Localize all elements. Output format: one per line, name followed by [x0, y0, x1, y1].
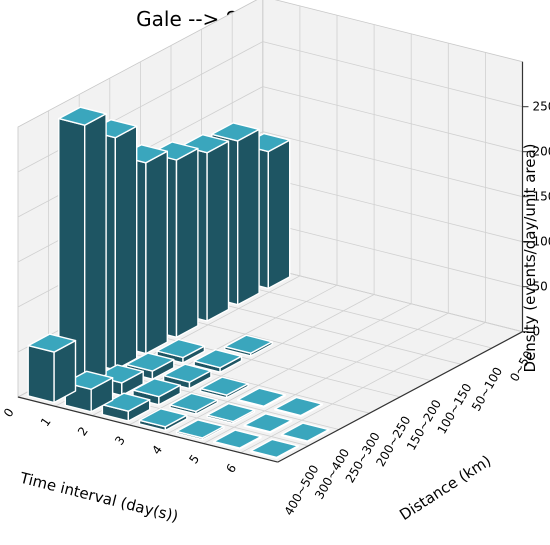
x-tick-label: 5	[186, 452, 202, 466]
z-axis-label: Density (events/day/unit area)	[521, 143, 539, 372]
back-gridline-z	[262, 266, 523, 333]
x-tick-label: 2	[75, 424, 91, 438]
bar	[274, 396, 323, 418]
bar	[156, 338, 206, 364]
bar	[212, 429, 262, 450]
z-tick-label: 100	[533, 235, 550, 249]
floor-gridline-y	[232, 282, 492, 349]
back-gridline-z	[262, 41, 523, 108]
bar	[193, 349, 243, 373]
back-gridline-z	[262, 131, 523, 198]
bar	[169, 392, 219, 415]
bar	[237, 387, 286, 408]
y-axis-label: Distance (km)	[396, 452, 494, 524]
x-tick-label: 6	[223, 461, 239, 475]
x-axis-line	[17, 396, 278, 463]
bars	[27, 106, 330, 459]
bar	[250, 438, 299, 459]
x-tick-label: 3	[112, 433, 128, 447]
x-tick-label: 1	[38, 415, 54, 429]
bar	[243, 413, 293, 434]
floor-gridline-y	[201, 298, 462, 365]
bar	[132, 378, 182, 406]
back-gridline-z	[262, 221, 523, 288]
bar	[280, 422, 330, 443]
z-tick-label: 150	[533, 190, 550, 204]
y-tick-label: 50~100	[469, 365, 505, 414]
x-axis-label: Time interval (day(s))	[17, 469, 180, 526]
z-tick-label: 0	[533, 325, 541, 339]
bar	[206, 402, 256, 425]
x-tick-label: 0	[1, 406, 17, 420]
z-tick-label: 200	[533, 145, 550, 159]
y-axis-line	[277, 331, 523, 463]
back-gridline-z	[262, 176, 523, 243]
bar	[101, 392, 151, 422]
z-tick-label: 250	[533, 100, 550, 114]
bar	[175, 419, 225, 441]
bar	[224, 334, 273, 357]
bar	[138, 408, 188, 432]
floor-gridline-y	[170, 315, 431, 381]
z-tick-label: 50	[533, 280, 548, 294]
x-tick-label: 4	[149, 443, 165, 457]
bar	[27, 333, 77, 404]
bar	[199, 376, 249, 399]
back-gridline-z	[262, 86, 523, 153]
bar	[58, 106, 107, 387]
